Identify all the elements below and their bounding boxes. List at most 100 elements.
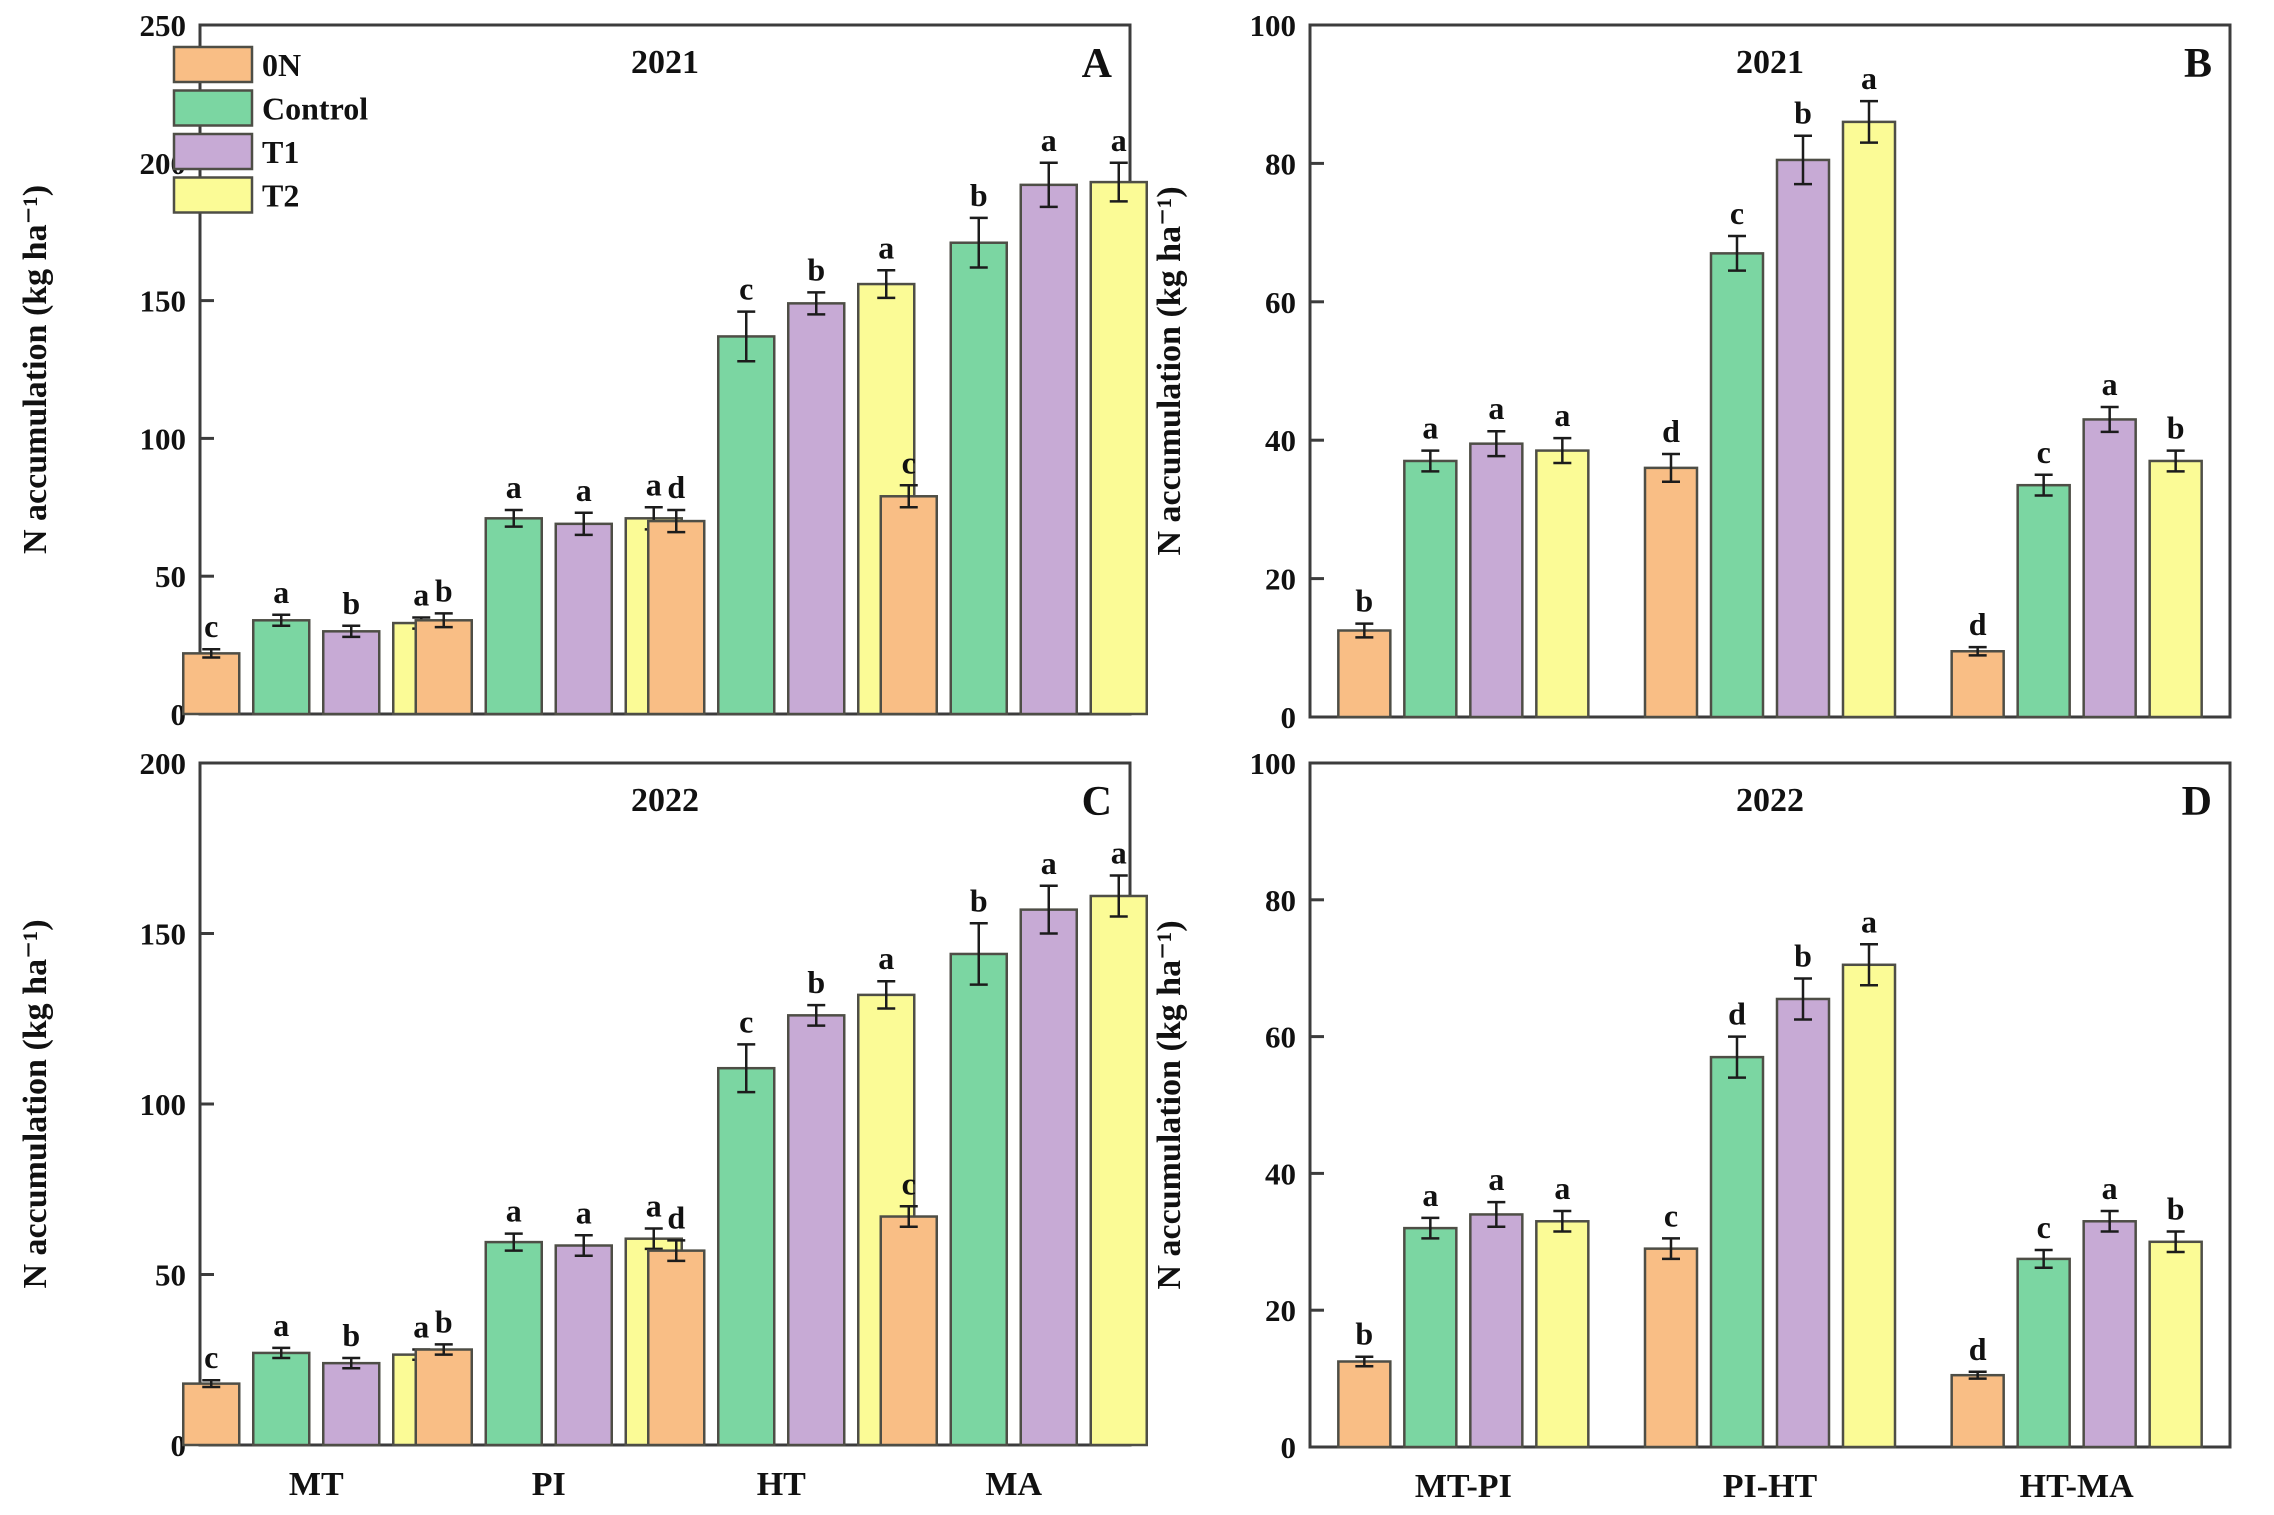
bar-control-ht-ma [2016, 483, 2071, 719]
significance-letter: c [902, 444, 916, 480]
panel-letter: C [1082, 779, 1112, 825]
significance-letter: b [970, 177, 988, 213]
y-tick-label: 150 [140, 284, 187, 319]
bar-t2-pi-ht [1841, 120, 1897, 719]
bar-control-ht [717, 335, 776, 716]
significance-letter: b [1794, 95, 1812, 131]
significance-letter: b [435, 1303, 453, 1339]
significance-letter: a [1041, 122, 1057, 158]
significance-letter: b [970, 882, 988, 918]
y-tick-label: 0 [1281, 700, 1297, 735]
significance-letter: a [506, 1193, 522, 1229]
bar-0n-pi [414, 1348, 473, 1447]
legend-label-0n: 0N [262, 47, 301, 83]
bar-t1-pi-ht [1775, 997, 1831, 1449]
significance-letter: b [1355, 583, 1373, 619]
bar-control-mt [252, 619, 311, 716]
plot-frame [1308, 23, 2232, 719]
bar-t1-ma [1019, 908, 1078, 1447]
panel-d-svg: 0 20 40 60 80 100 N accumulation (kg ha⁻¹) b a a a… [1151, 746, 2232, 1505]
bar-control-ma [949, 952, 1008, 1447]
panel-a-2021-stages: 0 50 100 150 200 250 N accumulation (kg ha⁻¹) c… [0, 0, 1150, 750]
y-axis-title: N accumulation (kg ha⁻¹) [1151, 920, 1188, 1289]
significance-letter: a [1111, 122, 1127, 158]
y-tick-label: 60 [1265, 285, 1296, 320]
bar-t1-pi [554, 1244, 613, 1447]
legend-swatch-t2 [172, 176, 254, 214]
y-tick-label: 100 [1250, 746, 1297, 781]
significance-letter: c [739, 1003, 753, 1039]
y-tick-label: 250 [140, 8, 187, 43]
bar-t1-pi [554, 522, 613, 716]
y-tick-label: 50 [155, 559, 186, 594]
y-tick-label: 100 [1250, 8, 1297, 43]
significance-letter: a [273, 574, 289, 610]
x-tick-label: MT-PI [1415, 1468, 1512, 1505]
bar-0n-mt-pi [1337, 629, 1392, 719]
bar-control-ht [717, 1066, 776, 1447]
significance-letter: d [1662, 413, 1680, 449]
panel-b-2021-intervals: 0 20 40 60 80 100 N accumulation (kg ha⁻¹) b a a a… [1150, 0, 2274, 750]
y-tick-label: 80 [1265, 883, 1296, 918]
significance-letter: d [1969, 1331, 1987, 1367]
y-tick-label: 40 [1265, 1156, 1296, 1191]
significance-letter: a [1861, 60, 1877, 96]
bar-t2-ma [1089, 180, 1148, 716]
bar-0n-ht [647, 1249, 706, 1447]
significance-letter: a [273, 1307, 289, 1343]
panel-d-2022-intervals: 0 20 40 60 80 100 N accumulation (kg ha⁻¹) b a a a… [1150, 745, 2274, 1515]
bar-control-mt-pi [1403, 459, 1458, 719]
significance-letter: c [902, 1165, 916, 1201]
y-axis-title: N accumulation (kg ha⁻¹) [1151, 186, 1188, 555]
significance-letter: a [646, 466, 662, 502]
significance-letter: a [1554, 397, 1570, 433]
bar-t2-mt-pi [1535, 1220, 1590, 1449]
panel-letter: B [2184, 41, 2212, 87]
significance-letter: d [667, 1199, 685, 1235]
bar-t2-ht-ma [2148, 459, 2203, 719]
panel-b-svg: 0 20 40 60 80 100 N accumulation (kg ha⁻¹) b a a a… [1151, 8, 2232, 735]
bar-0n-ht [647, 519, 706, 716]
y-axis-title: N accumulation (kg ha⁻¹) [17, 185, 54, 554]
bar-0n-ma [879, 1215, 938, 1447]
legend-swatch-t1 [172, 132, 254, 171]
legend-swatch-0n [172, 45, 254, 84]
year-title: 2022 [1736, 782, 1804, 819]
x-tick-label: HT [757, 1466, 806, 1503]
legend-label-control: Control [262, 91, 368, 127]
bar-0n-pi-ht [1643, 1247, 1699, 1449]
y-tick-label: 20 [1265, 562, 1296, 597]
y-tick-label: 150 [140, 917, 187, 952]
year-title: 2022 [631, 782, 699, 819]
y-tick-label: 50 [155, 1258, 186, 1293]
x-tick-label: MA [985, 1466, 1042, 1503]
bar-t1-mt [322, 630, 381, 716]
year-title: 2021 [631, 44, 699, 81]
y-tick-label: 40 [1265, 423, 1296, 458]
significance-letter: a [2102, 366, 2118, 402]
bar-t1-ht-ma [2082, 418, 2137, 719]
significance-letter: a [878, 940, 894, 976]
significance-letter: a [646, 1187, 662, 1223]
plot-frame [1308, 761, 2232, 1449]
significance-letter: c [1730, 195, 1744, 231]
bar-0n-mt-pi [1337, 1360, 1392, 1449]
bar-0n-ht-ma [1950, 1373, 2005, 1449]
legend-swatch-control [172, 89, 254, 127]
x-tick-label: PI-HT [1723, 1468, 1818, 1505]
bar-t1-mt-pi [1469, 442, 1524, 719]
significance-letter: c [204, 608, 218, 644]
significance-letter: d [667, 469, 685, 505]
bar-0n-ma [879, 495, 938, 716]
bar-control-pi [484, 517, 543, 716]
significance-letter: a [2102, 1170, 2118, 1206]
bar-t2-ma [1089, 894, 1148, 1447]
significance-letter: a [1041, 845, 1057, 881]
bar-0n-mt [182, 652, 241, 716]
significance-letter: a [1422, 410, 1438, 446]
significance-letter: a [413, 1309, 429, 1345]
bar-0n-mt [182, 1382, 241, 1447]
x-tick-label: MT [289, 1466, 344, 1503]
significance-letter: c [2037, 1209, 2051, 1245]
bar-t1-mt-pi [1469, 1213, 1524, 1449]
